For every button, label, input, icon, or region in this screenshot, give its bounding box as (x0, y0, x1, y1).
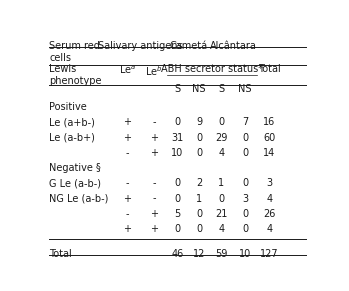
Text: Alcântara: Alcântara (210, 40, 257, 51)
Text: 59: 59 (215, 249, 228, 259)
Text: 0: 0 (196, 133, 202, 143)
Text: Le$^b$: Le$^b$ (145, 64, 163, 78)
Text: 7: 7 (242, 117, 248, 127)
Text: +: + (124, 194, 132, 204)
Text: -: - (126, 178, 129, 188)
Text: Le (a-b+): Le (a-b+) (49, 133, 95, 143)
Text: NS: NS (238, 84, 252, 94)
Text: 4: 4 (218, 148, 224, 158)
Text: 3: 3 (242, 194, 248, 204)
Text: 0: 0 (196, 224, 202, 234)
Text: Positive: Positive (49, 102, 87, 112)
Text: 0: 0 (218, 117, 224, 127)
Text: Salivary antigens: Salivary antigens (98, 40, 183, 51)
Text: 0: 0 (242, 133, 248, 143)
Text: 31: 31 (171, 133, 184, 143)
Text: -: - (152, 178, 156, 188)
Text: 0: 0 (174, 178, 180, 188)
Text: 3: 3 (266, 178, 273, 188)
Text: +: + (150, 224, 158, 234)
Text: +: + (124, 133, 132, 143)
Text: 2: 2 (196, 178, 202, 188)
Text: 12: 12 (193, 249, 205, 259)
Text: +: + (150, 148, 158, 158)
Text: phenotype: phenotype (49, 76, 102, 86)
Text: S: S (174, 84, 180, 94)
Text: 29: 29 (215, 133, 228, 143)
Text: 0: 0 (174, 224, 180, 234)
Text: 1: 1 (196, 194, 202, 204)
Text: Negative §: Negative § (49, 163, 101, 173)
Text: 0: 0 (196, 209, 202, 219)
Text: 0: 0 (242, 148, 248, 158)
Text: 0: 0 (174, 194, 180, 204)
Text: -: - (126, 148, 129, 158)
Text: S: S (218, 84, 224, 94)
Text: 4: 4 (266, 194, 273, 204)
Text: Le$^a$: Le$^a$ (119, 64, 136, 77)
Text: 0: 0 (242, 178, 248, 188)
Text: +: + (150, 209, 158, 219)
Text: cells: cells (49, 53, 71, 63)
Text: 9: 9 (196, 117, 202, 127)
Text: 10: 10 (239, 249, 251, 259)
Text: -: - (152, 194, 156, 204)
Text: Serum red: Serum red (49, 40, 100, 51)
Text: 0: 0 (242, 224, 248, 234)
Text: Le (a+b-): Le (a+b-) (49, 117, 95, 127)
Text: NG Le (a-b-): NG Le (a-b-) (49, 194, 109, 204)
Text: NS: NS (192, 84, 206, 94)
Text: 60: 60 (263, 133, 276, 143)
Text: Lewis: Lewis (49, 64, 76, 74)
Text: 0: 0 (174, 117, 180, 127)
Text: 5: 5 (174, 209, 181, 219)
Text: Total: Total (258, 64, 281, 74)
Text: 0: 0 (242, 209, 248, 219)
Text: +: + (124, 224, 132, 234)
Text: -: - (126, 209, 129, 219)
Text: -: - (152, 117, 156, 127)
Text: 4: 4 (266, 224, 273, 234)
Text: 10: 10 (171, 148, 184, 158)
Text: +: + (150, 133, 158, 143)
Text: 127: 127 (260, 249, 279, 259)
Text: Cametá: Cametá (169, 40, 207, 51)
Text: 21: 21 (215, 209, 228, 219)
Text: 26: 26 (263, 209, 276, 219)
Text: G Le (a-b-): G Le (a-b-) (49, 178, 101, 188)
Text: Total: Total (49, 249, 72, 259)
Text: 4: 4 (218, 224, 224, 234)
Text: 16: 16 (263, 117, 276, 127)
Text: 0: 0 (218, 194, 224, 204)
Text: 14: 14 (263, 148, 276, 158)
Text: 0: 0 (196, 148, 202, 158)
Text: 1: 1 (218, 178, 224, 188)
Text: ABH secretor status*: ABH secretor status* (161, 64, 263, 74)
Text: 46: 46 (171, 249, 184, 259)
Text: +: + (124, 117, 132, 127)
